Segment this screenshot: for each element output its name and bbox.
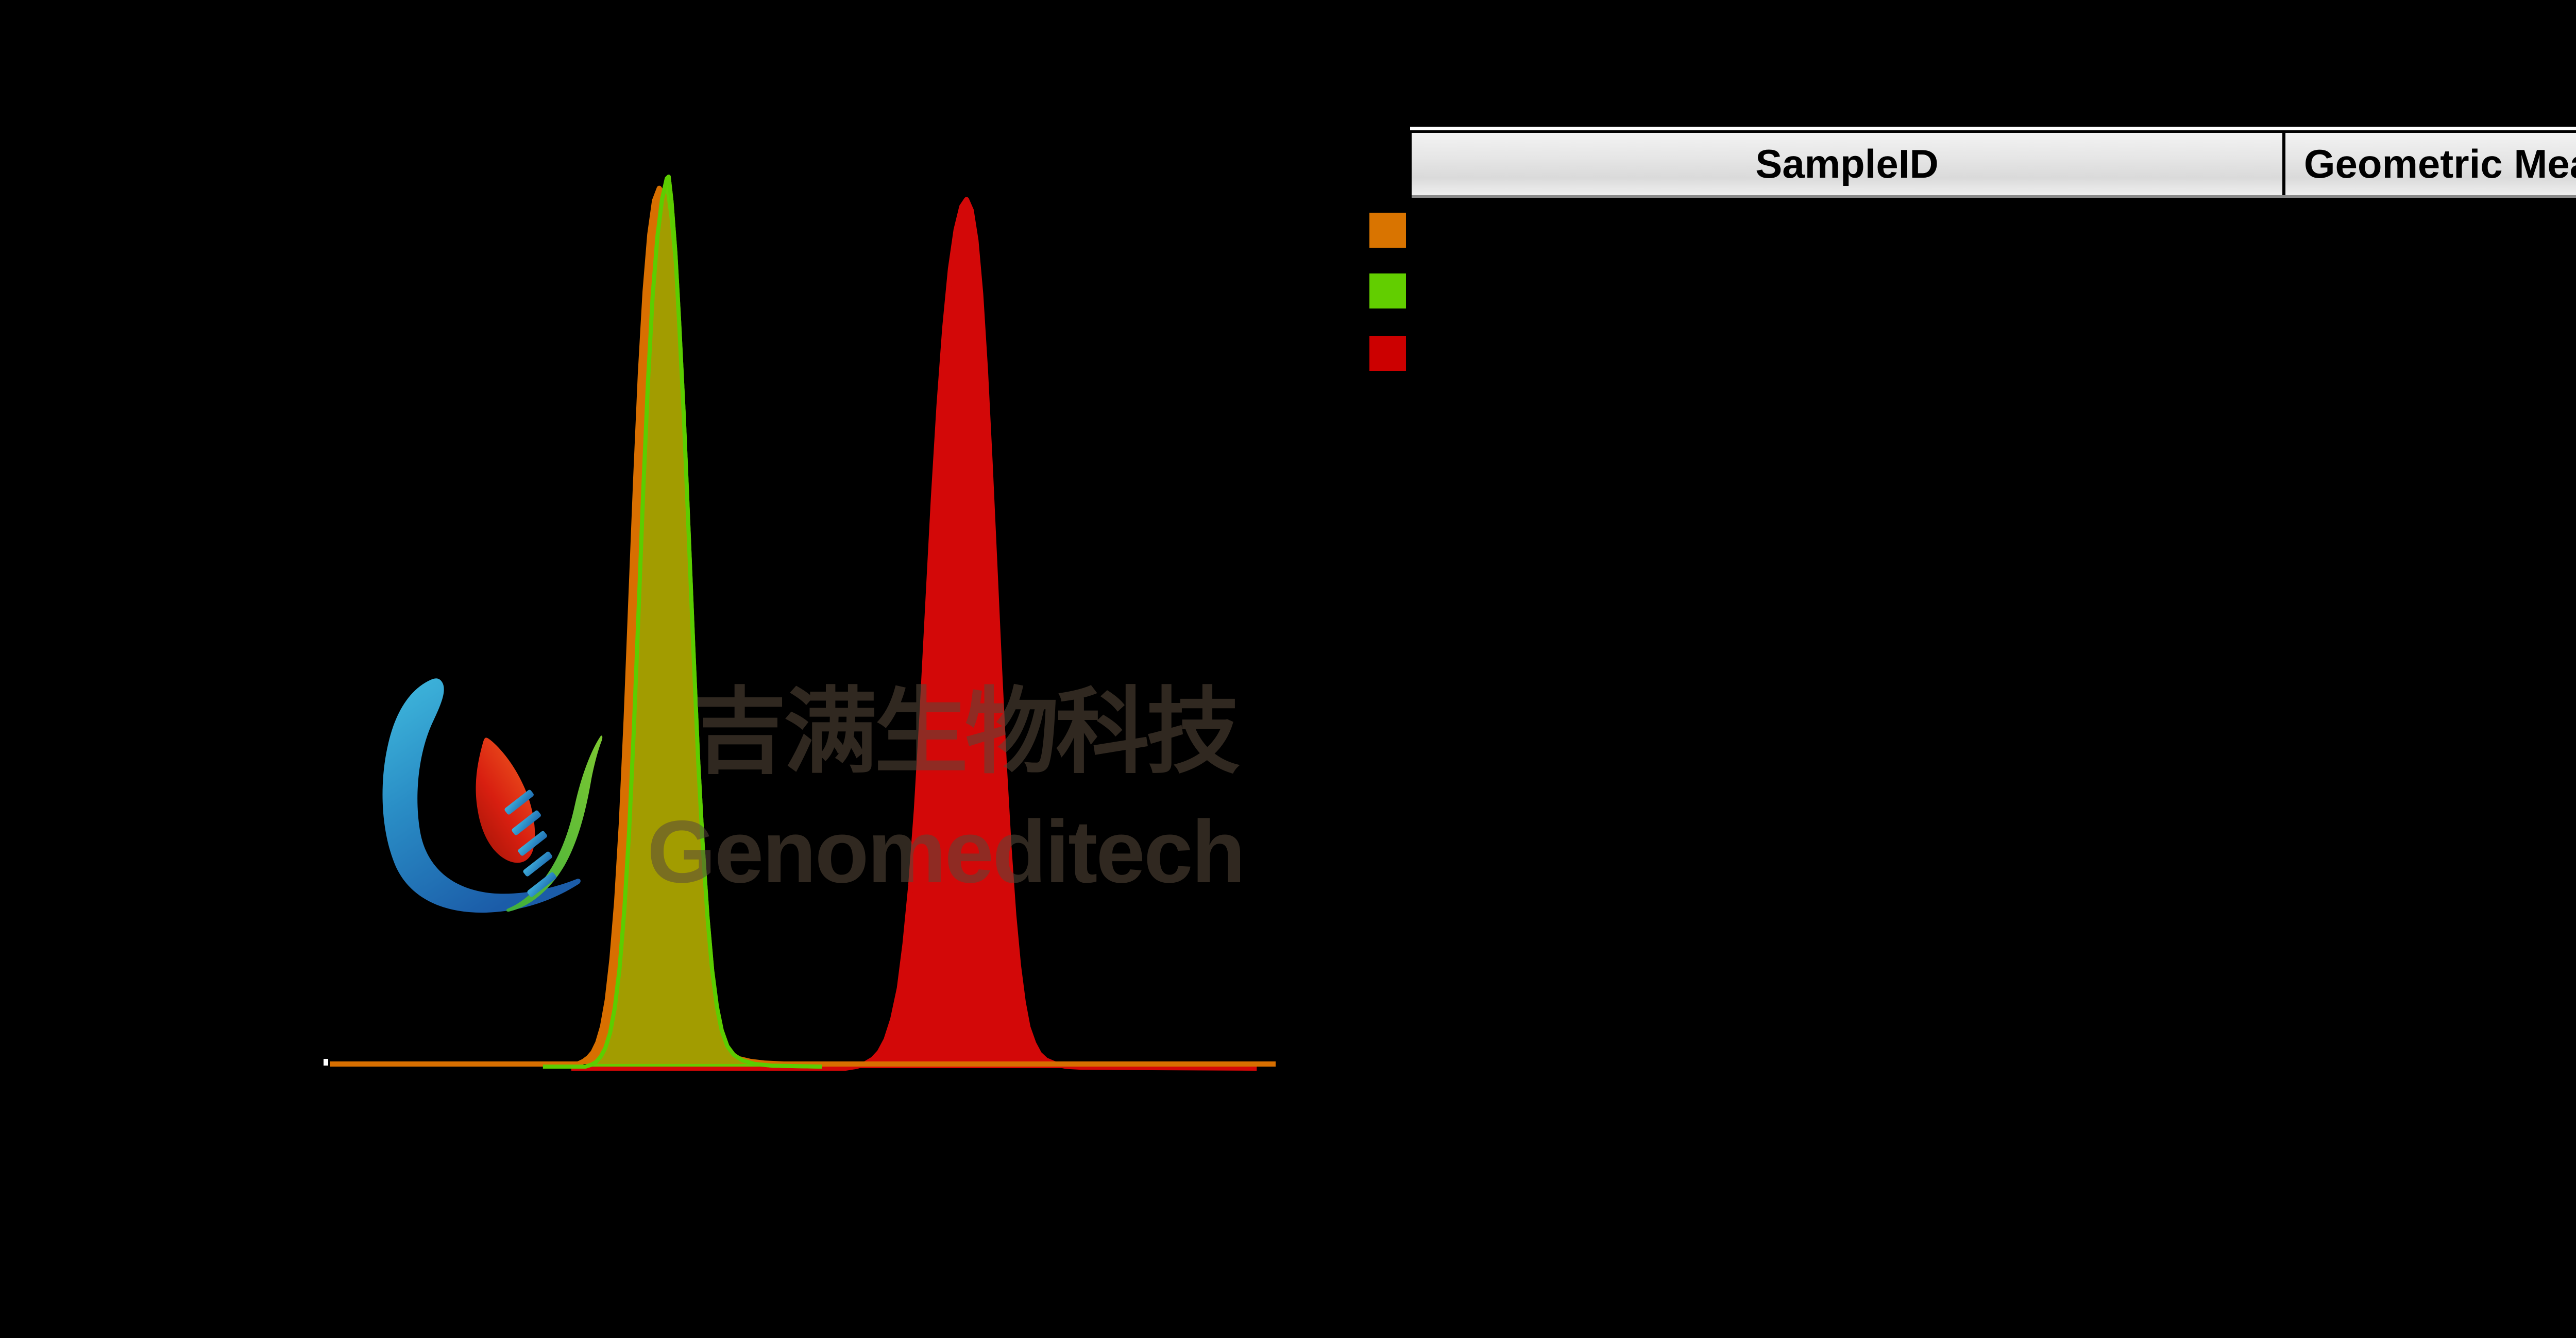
sample-green-outline — [543, 175, 822, 1069]
sample-orange-outline — [330, 185, 1276, 1067]
sample-red-outline — [571, 197, 1257, 1071]
watermark-latin-text: Genomeditech — [647, 802, 1246, 901]
logo-dna-rungs — [504, 790, 556, 897]
legend-swatch-green — [1369, 273, 1406, 308]
table-top-border — [1410, 127, 2576, 130]
logo-graphic — [382, 678, 603, 913]
axis-origin-tick — [324, 1059, 328, 1066]
dna-rung-icon — [512, 810, 541, 835]
legend-swatch-orange — [1369, 213, 1406, 248]
table-header-geometric-mean: Geometric Mean : FL11-H — [2282, 133, 2576, 195]
dna-rung-icon — [504, 790, 534, 815]
watermark-cjk-text: 吉满生物科技 — [693, 679, 1240, 784]
table-header-sampleid: SampleID — [1755, 141, 1939, 186]
legend-swatch-red — [1369, 336, 1406, 371]
sample-orange-fill — [330, 188, 1276, 1065]
dna-rung-icon — [523, 851, 552, 877]
sample-red-fill — [571, 199, 1257, 1068]
dna-rung-icon — [518, 831, 547, 856]
table-header-row: SampleID Geometric Mean : FL11-H — [1412, 130, 2576, 198]
sample-green-fill — [543, 177, 822, 1067]
logo-blue-swoosh — [382, 678, 581, 913]
genomeditech-logo — [348, 676, 606, 918]
dna-rung-icon — [527, 872, 556, 897]
